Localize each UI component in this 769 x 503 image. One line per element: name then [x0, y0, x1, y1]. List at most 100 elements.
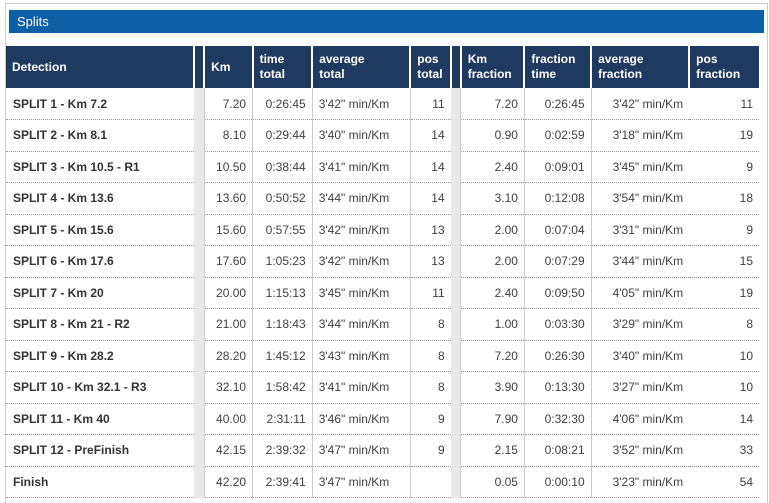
cell-pos-total: 11 — [409, 277, 451, 309]
cell-average-fraction: 3'27" min/Km — [590, 371, 690, 404]
cell-pos-fraction: 19 — [689, 277, 759, 309]
cell-detection: SPLIT 7 - Km 20 — [6, 277, 194, 309]
cell-pos-fraction: 18 — [689, 182, 759, 215]
cell-pos-total: 14 — [409, 182, 451, 215]
column-header-separator-2 — [449, 46, 461, 88]
cell-pos-fraction: 54 — [689, 466, 759, 498]
panel-title: Splits — [9, 10, 764, 33]
separator-cell — [193, 182, 205, 214]
cell-detection: SPLIT 6 - Km 17.6 — [6, 245, 194, 278]
cell-km-fraction: 7.20 — [460, 88, 525, 120]
cell-pos-fraction: 9 — [689, 151, 759, 183]
separator-cell — [193, 371, 205, 403]
cell-km-fraction: 0.90 — [460, 119, 525, 152]
cell-pos-total: 8 — [409, 371, 451, 404]
cell-time-total: 1:05:23 — [252, 245, 313, 278]
cell-pos-total: 14 — [409, 151, 451, 183]
cell-pos-total: 8 — [409, 340, 451, 372]
cell-pos-fraction: 9 — [689, 214, 759, 246]
cell-average-fraction: 4'06" min/Km — [590, 403, 690, 435]
separator-cell — [193, 308, 205, 340]
cell-time-total: 1:58:42 — [252, 371, 313, 404]
cell-average-total: 3'47" min/Km — [311, 466, 411, 498]
separator-cell — [450, 245, 461, 277]
cell-pos-total: 13 — [409, 245, 451, 278]
cell-km-fraction: 0.05 — [460, 466, 525, 498]
cell-km: 21.00 — [203, 308, 253, 341]
cell-average-total: 3'41" min/Km — [311, 151, 411, 183]
cell-time-total: 2:39:32 — [252, 434, 313, 467]
cell-average-fraction: 4'05" min/Km — [590, 277, 690, 309]
table-row: SPLIT 11 - Km 40 40.00 2:31:11 3'46" min/Km… — [6, 403, 759, 435]
separator-cell — [450, 371, 461, 403]
table-header-row: Detection Km time total average total pos to… — [6, 46, 759, 88]
cell-pos-total: 9 — [409, 403, 451, 435]
separator-cell — [193, 277, 205, 309]
cell-time-total: 0:29:44 — [252, 119, 313, 152]
cell-time-total: 1:18:43 — [252, 308, 313, 341]
cell-km-fraction: 7.20 — [460, 340, 525, 372]
cell-detection: SPLIT 2 - Km 8.1 — [6, 119, 194, 152]
separator-cell — [450, 403, 461, 435]
table-row: SPLIT 4 - Km 13.6 13.60 0:50:52 3'44" min/K… — [6, 182, 759, 215]
cell-fraction-time: 0:03:30 — [523, 308, 592, 341]
cell-pos-fraction: 14 — [689, 403, 759, 435]
cell-average-fraction: 3'54" min/Km — [590, 182, 690, 215]
cell-average-total: 3'40" min/Km — [311, 119, 411, 152]
table-row: SPLIT 6 - Km 17.6 17.60 1:05:23 3'42" min/K… — [6, 245, 759, 278]
separator-cell — [193, 340, 205, 372]
cell-average-fraction: 3'31" min/Km — [590, 214, 690, 246]
separator-cell — [450, 151, 461, 183]
cell-km: 10.50 — [203, 151, 253, 183]
cell-fraction-time: 0:13:30 — [523, 371, 592, 404]
cell-km: 17.60 — [203, 245, 253, 278]
cell-average-fraction: 3'52" min/Km — [590, 434, 690, 467]
column-header-pos-total: pos total — [409, 46, 451, 88]
column-header-time-total: time total — [251, 46, 313, 88]
table-row: SPLIT 1 - Km 7.2 7.20 0:26:45 3'42" min/Km 1… — [6, 88, 759, 120]
separator-cell — [193, 119, 205, 151]
cell-average-fraction: 3'29" min/Km — [590, 308, 690, 341]
table-row: Finish 42.20 2:39:41 3'47" min/Km 0.05 0:00:1… — [6, 466, 759, 498]
cell-pos-fraction: 19 — [689, 119, 759, 152]
cell-average-total: 3'41" min/Km — [311, 371, 411, 404]
cell-km: 20.00 — [203, 277, 253, 309]
cell-average-total: 3'46" min/Km — [311, 403, 411, 435]
separator-cell — [450, 88, 461, 120]
separator-cell — [450, 214, 461, 246]
cell-km-fraction: 3.90 — [460, 371, 525, 404]
cell-detection: SPLIT 3 - Km 10.5 - R1 — [6, 151, 194, 183]
cell-pos-fraction: 15 — [689, 245, 759, 278]
table-row: SPLIT 8 - Km 21 - R2 21.00 1:18:43 3'44" mi… — [6, 308, 759, 341]
splits-table: Detection Km time total average total pos to… — [6, 46, 759, 498]
cell-km: 32.10 — [203, 371, 253, 404]
cell-detection: SPLIT 5 - Km 15.6 — [6, 214, 194, 246]
cell-km: 15.60 — [203, 214, 253, 246]
cell-detection: SPLIT 8 - Km 21 - R2 — [6, 308, 194, 341]
cell-pos-fraction: 10 — [689, 340, 759, 372]
cell-average-total: 3'44" min/Km — [311, 308, 411, 341]
cell-average-fraction: 3'42" min/Km — [590, 88, 690, 120]
cell-km: 42.15 — [203, 434, 253, 467]
separator-cell — [450, 434, 461, 466]
cell-km-fraction: 2.00 — [460, 214, 525, 246]
cell-detection: Finish — [6, 466, 194, 498]
cell-average-total: 3'47" min/Km — [311, 434, 411, 467]
cell-pos-total: 14 — [409, 119, 451, 152]
table-row: SPLIT 2 - Km 8.1 8.10 0:29:44 3'40" min/Km 1… — [6, 119, 759, 152]
cell-fraction-time: 0:26:45 — [523, 88, 592, 120]
separator-cell — [450, 182, 461, 214]
cell-km: 40.00 — [203, 403, 253, 435]
cell-km-fraction: 2.40 — [460, 277, 525, 309]
cell-detection: SPLIT 9 - Km 28.2 — [6, 340, 194, 372]
separator-cell — [450, 308, 461, 340]
cell-fraction-time: 0:12:08 — [523, 182, 592, 215]
cell-km-fraction: 1.00 — [460, 308, 525, 341]
cell-average-fraction: 3'23" min/Km — [590, 466, 690, 498]
cell-detection: SPLIT 1 - Km 7.2 — [6, 88, 194, 120]
separator-cell — [193, 151, 205, 183]
cell-average-total: 3'42" min/Km — [311, 214, 411, 246]
cell-fraction-time: 0:00:10 — [523, 466, 592, 498]
cell-fraction-time: 0:02:59 — [523, 119, 592, 152]
cell-detection: SPLIT 11 - Km 40 — [6, 403, 194, 435]
